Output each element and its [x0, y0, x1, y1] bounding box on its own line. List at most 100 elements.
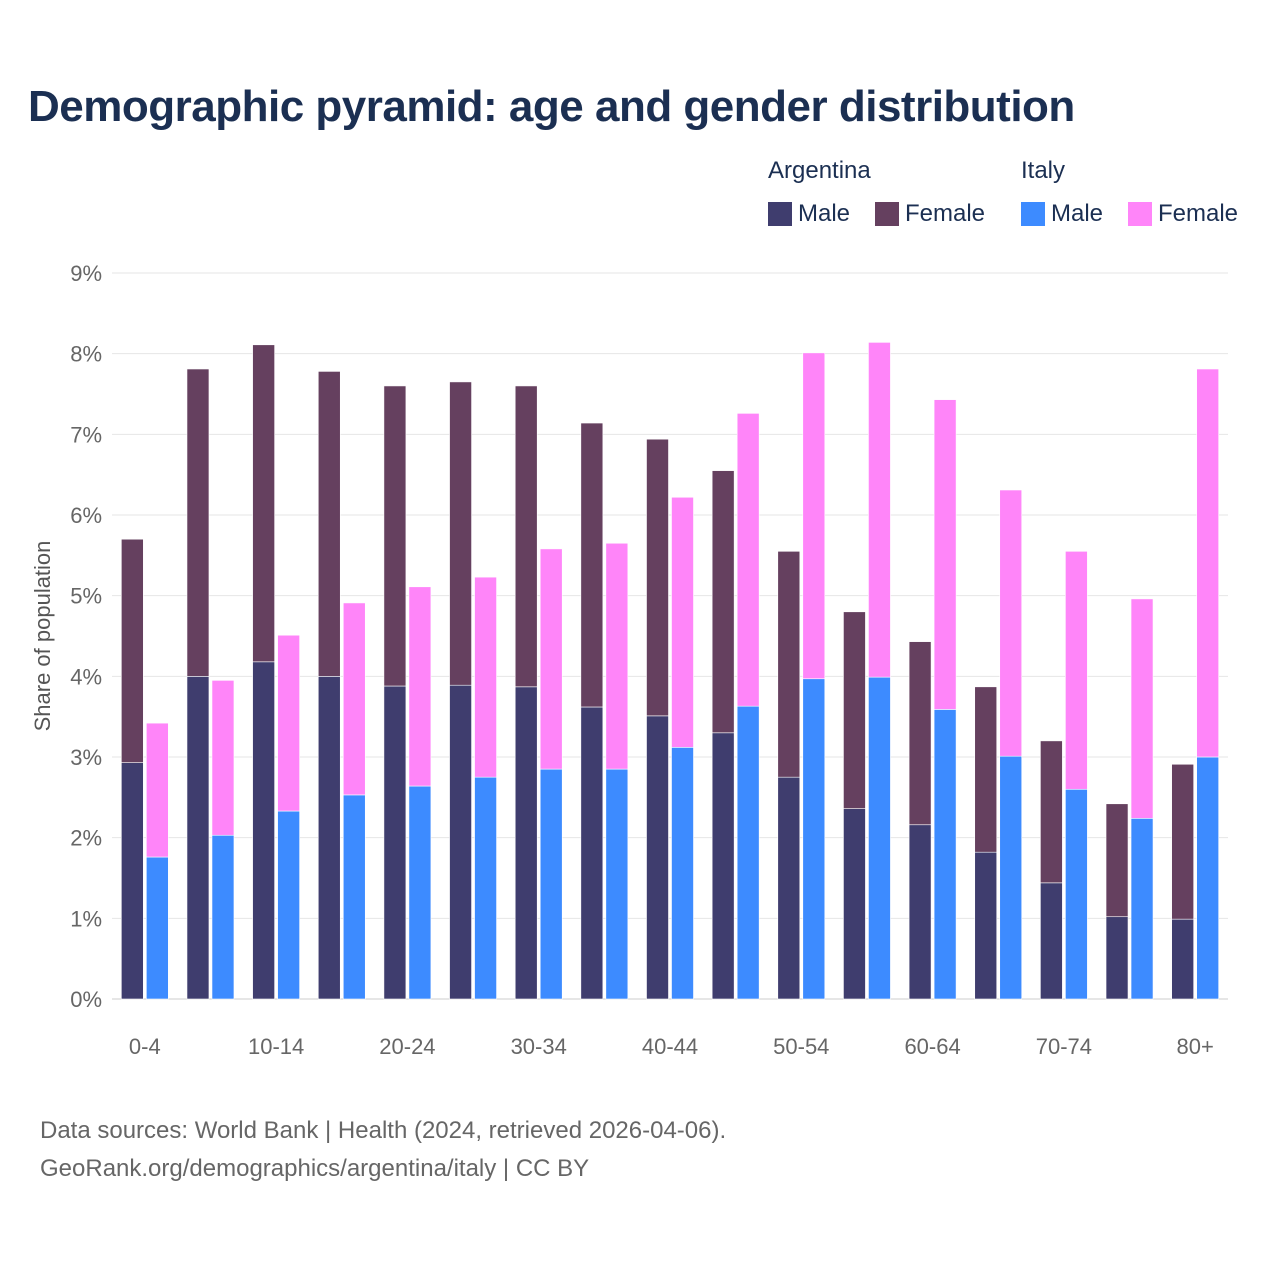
legend-label: Male	[798, 200, 851, 227]
bar-italy-female-50-54[interactable]	[802, 352, 826, 680]
bar-italy-male-60-64[interactable]	[933, 709, 957, 1000]
bar-argentina-male-65-69[interactable]	[974, 851, 998, 1000]
bar-argentina-female-50-54[interactable]	[777, 550, 801, 778]
bar-argentina-male-25-29[interactable]	[449, 684, 472, 1000]
bar-argentina-male-30-34[interactable]	[514, 686, 538, 1000]
legend-italy-female[interactable]: Female	[1128, 200, 1238, 228]
legend-swatch	[768, 202, 792, 226]
y-tick-label: 1%	[70, 906, 102, 931]
bar-italy-male-25-29[interactable]	[474, 776, 497, 1000]
y-tick-label: 2%	[70, 826, 102, 851]
y-tick-label: 9%	[70, 261, 102, 286]
bar-argentina-male-55-59[interactable]	[843, 808, 866, 1000]
bar-italy-male-0-4[interactable]	[146, 856, 169, 1000]
legend-label: Male	[1051, 200, 1104, 227]
legend-label: Female	[905, 200, 986, 227]
bar-argentina-male-40-44[interactable]	[646, 715, 669, 1000]
legend-group-argentina: Argentina	[768, 157, 871, 184]
bar-italy-female-65-69[interactable]	[999, 489, 1023, 757]
bar-argentina-female-15-19[interactable]	[317, 371, 341, 677]
bar-italy-female-55-59[interactable]	[868, 342, 891, 678]
x-tick-label: 30-34	[511, 1034, 567, 1059]
bar-argentina-female-55-59[interactable]	[843, 611, 866, 809]
bar-argentina-male-70-74[interactable]	[1040, 882, 1063, 1000]
bar-argentina-female-30-34[interactable]	[514, 385, 538, 688]
bar-italy-male-20-24[interactable]	[408, 785, 432, 1000]
bar-argentina-female-25-29[interactable]	[449, 381, 472, 686]
bar-italy-male-10-14[interactable]	[277, 810, 300, 1000]
legend-label: Female	[1158, 200, 1239, 227]
bar-italy-male-5-9[interactable]	[211, 834, 235, 1000]
bar-argentina-male-75-79[interactable]	[1105, 916, 1129, 1000]
bar-argentina-male-10-14[interactable]	[252, 661, 275, 1000]
bar-argentina-male-35-39[interactable]	[580, 706, 604, 1000]
bar-argentina-female-70-74[interactable]	[1040, 740, 1063, 884]
bar-italy-male-35-39[interactable]	[605, 768, 629, 1000]
x-tick-label: 70-74	[1036, 1034, 1092, 1059]
bar-italy-male-45-49[interactable]	[736, 705, 760, 1000]
bar-argentina-female-10-14[interactable]	[252, 344, 275, 663]
y-tick-label: 5%	[70, 584, 102, 609]
bar-argentina-male-45-49[interactable]	[711, 732, 735, 1000]
bar-italy-male-75-79[interactable]	[1130, 818, 1154, 1000]
legend-swatch	[1128, 202, 1152, 226]
bar-argentina-female-65-69[interactable]	[974, 686, 998, 853]
legend-swatch	[1021, 202, 1045, 226]
bar-argentina-female-0-4[interactable]	[121, 538, 144, 763]
bar-italy-female-75-79[interactable]	[1130, 598, 1154, 819]
legend-argentina-female[interactable]: Female	[875, 200, 985, 228]
bar-italy-female-0-4[interactable]	[146, 722, 169, 858]
bar-italy-female-25-29[interactable]	[474, 576, 497, 778]
legend-italy-male[interactable]: Male	[1021, 200, 1103, 228]
bar-italy-male-50-54[interactable]	[802, 678, 826, 1000]
x-tick-label: 60-64	[904, 1034, 960, 1059]
bar-italy-female-35-39[interactable]	[605, 542, 629, 770]
y-tick-label: 8%	[70, 342, 102, 367]
bar-italy-female-20-24[interactable]	[408, 586, 432, 787]
bar-italy-female-70-74[interactable]	[1065, 550, 1088, 790]
bar-argentina-male-0-4[interactable]	[121, 762, 144, 1000]
bar-italy-female-80+[interactable]	[1196, 368, 1219, 758]
bar-argentina-female-40-44[interactable]	[646, 438, 669, 717]
bar-argentina-male-50-54[interactable]	[777, 776, 801, 1000]
bar-argentina-female-5-9[interactable]	[186, 368, 210, 677]
bar-argentina-male-60-64[interactable]	[908, 824, 932, 1000]
bar-italy-male-80+[interactable]	[1196, 756, 1219, 1000]
y-tick-label: 0%	[70, 987, 102, 1012]
x-tick-label: 40-44	[642, 1034, 698, 1059]
legend-swatch	[875, 202, 899, 226]
bar-italy-female-10-14[interactable]	[277, 634, 300, 812]
bar-italy-male-15-19[interactable]	[342, 794, 366, 1000]
bar-italy-female-60-64[interactable]	[933, 399, 957, 710]
legend-group-italy: Italy	[1021, 157, 1066, 184]
bar-italy-male-40-44[interactable]	[671, 747, 694, 1000]
y-tick-label: 6%	[70, 503, 102, 528]
bar-italy-male-30-34[interactable]	[539, 768, 563, 1000]
y-axis-label: Share of population	[30, 541, 55, 732]
bar-argentina-female-45-49[interactable]	[711, 470, 735, 734]
bar-italy-male-55-59[interactable]	[868, 676, 891, 1000]
bar-argentina-male-5-9[interactable]	[186, 676, 210, 1000]
bar-italy-female-45-49[interactable]	[736, 413, 760, 707]
bar-argentina-male-80+[interactable]	[1171, 918, 1194, 1000]
bar-italy-female-15-19[interactable]	[342, 602, 366, 796]
bar-argentina-female-60-64[interactable]	[908, 641, 932, 826]
bar-argentina-male-15-19[interactable]	[317, 676, 341, 1000]
footer-url: GeoRank.org/demographics/argentina/italy…	[40, 1155, 590, 1182]
bar-italy-female-5-9[interactable]	[211, 680, 235, 836]
x-tick-label: 10-14	[248, 1034, 304, 1059]
bar-argentina-female-20-24[interactable]	[383, 385, 407, 687]
bar-italy-female-30-34[interactable]	[539, 548, 563, 770]
bar-argentina-male-20-24[interactable]	[383, 685, 407, 1000]
legend-argentina-male[interactable]: Male	[768, 200, 850, 228]
footer-source: Data sources: World Bank | Health (2024,…	[40, 1117, 727, 1144]
bar-argentina-female-35-39[interactable]	[580, 422, 604, 708]
bar-italy-male-65-69[interactable]	[999, 755, 1023, 1000]
bar-italy-female-40-44[interactable]	[671, 496, 694, 748]
y-tick-label: 4%	[70, 664, 102, 689]
bar-argentina-female-75-79[interactable]	[1105, 803, 1129, 918]
y-tick-label: 3%	[70, 745, 102, 770]
bar-italy-male-70-74[interactable]	[1065, 788, 1088, 1000]
bar-argentina-female-80+[interactable]	[1171, 763, 1194, 920]
